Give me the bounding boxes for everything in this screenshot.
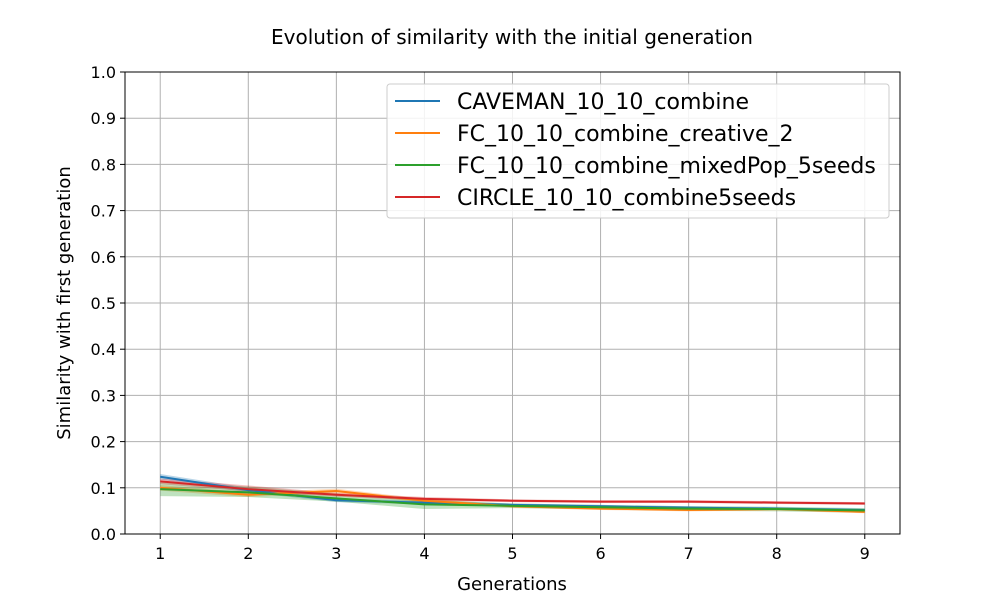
legend-label: FC_10_10_combine_creative_2 <box>457 122 794 147</box>
x-axis-label: Generations <box>457 574 567 595</box>
y-tick-label: 0.2 <box>91 433 116 452</box>
series-band <box>160 473 865 512</box>
x-tick-label: 9 <box>860 544 870 563</box>
x-tick-label: 2 <box>243 544 253 563</box>
legend-label: FC_10_10_combine_mixedPop_5seeds <box>457 154 876 179</box>
legend-label: CIRCLE_10_10_combine5seeds <box>457 186 796 211</box>
y-tick-label: 0.0 <box>91 525 116 544</box>
legend-frame <box>386 83 890 219</box>
y-tick-label: 0.9 <box>91 109 116 128</box>
y-axis-ticks: 0.0 0.1 0.2 0.3 0.4 0.5 0.6 0.7 0.8 0.9 1.0 <box>91 63 125 544</box>
y-tick-label: 0.5 <box>91 294 116 313</box>
x-tick-label: 1 <box>155 544 165 563</box>
series-line <box>160 488 865 512</box>
y-tick-label: 0.3 <box>91 386 116 405</box>
legend-label: CAVEMAN_10_10_combine <box>457 90 749 115</box>
legend: CAVEMAN_10_10_combine FC_10_10_combine_cr… <box>386 83 890 219</box>
x-tick-label: 7 <box>684 544 694 563</box>
y-tick-label: 0.4 <box>91 340 116 359</box>
legend-items: CAVEMAN_10_10_combine FC_10_10_combine_cr… <box>395 90 876 211</box>
x-tick-label: 6 <box>595 544 605 563</box>
x-tick-label: 5 <box>507 544 517 563</box>
y-tick-label: 1.0 <box>91 63 116 82</box>
chart-title: Evolution of similarity with the initial… <box>271 25 753 49</box>
series-lines <box>160 475 865 513</box>
series-line <box>160 480 865 505</box>
y-tick-label: 0.8 <box>91 155 116 174</box>
x-tick-label: 4 <box>419 544 429 563</box>
x-tick-label: 3 <box>331 544 341 563</box>
series-band <box>160 485 865 514</box>
y-tick-label: 0.6 <box>91 248 116 267</box>
y-tick-label: 0.1 <box>91 479 116 498</box>
y-axis-label: Similarity with first generation <box>54 166 75 440</box>
y-tick-label: 0.7 <box>91 202 116 221</box>
x-axis-ticks: 1 2 3 4 5 6 7 8 9 <box>155 534 870 563</box>
x-tick-label: 8 <box>772 544 782 563</box>
